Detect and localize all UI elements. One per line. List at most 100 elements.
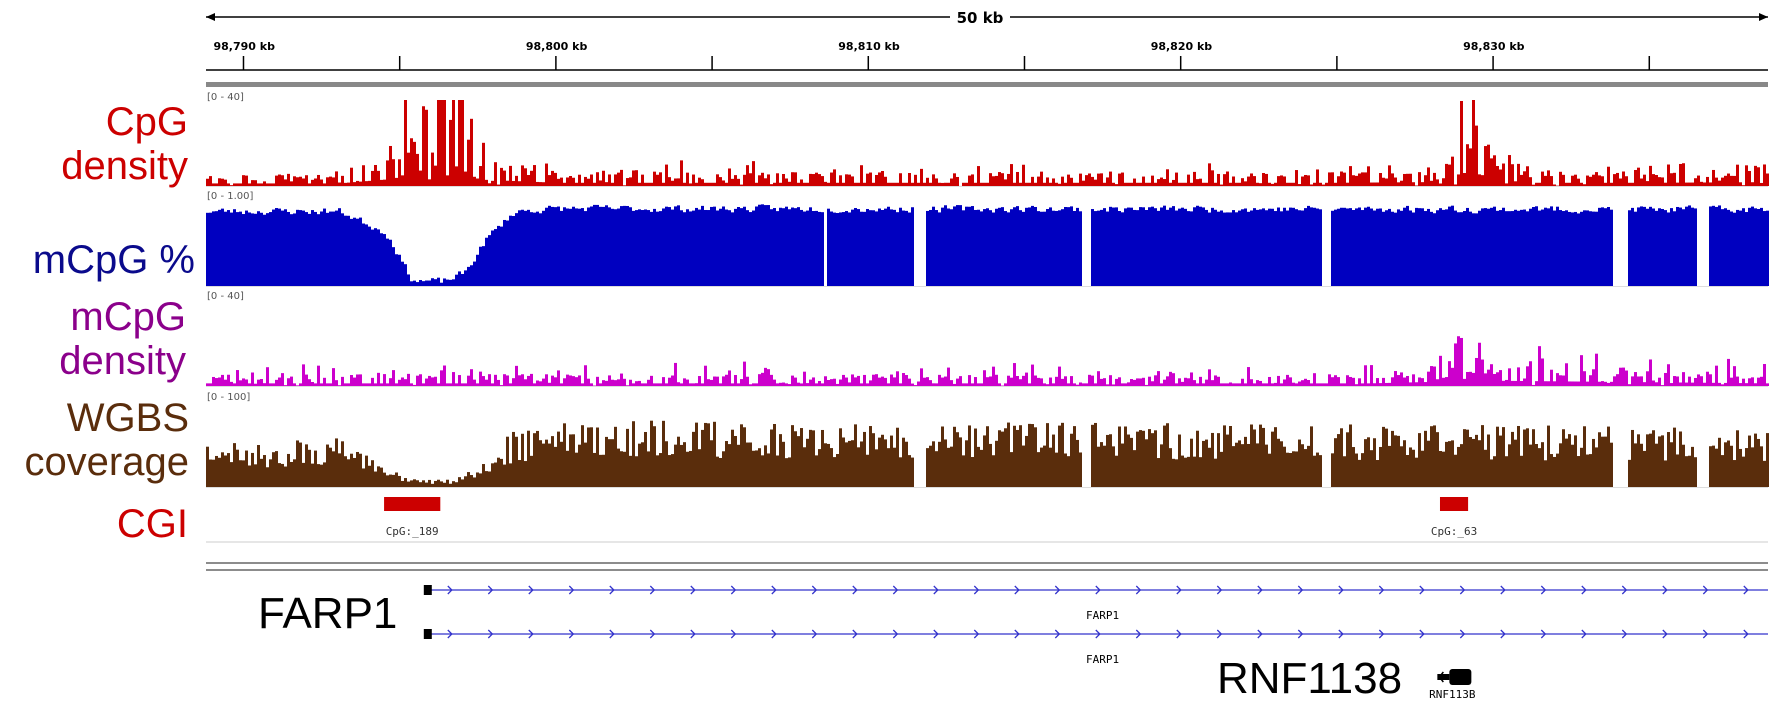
- wgbs-coverage-bar: [422, 480, 425, 487]
- cpg-density-bar: [395, 178, 398, 186]
- cpg-density-bar: [1664, 183, 1667, 186]
- mcpg-density-bar: [776, 383, 779, 386]
- mcpg-percent-bar: [335, 211, 338, 286]
- mcpg-density-bar: [1682, 372, 1685, 386]
- cpg-density-bar: [992, 176, 995, 186]
- mcpg-percent-bar: [422, 281, 425, 286]
- wgbs-coverage-bar: [1349, 424, 1352, 487]
- wgbs-coverage-bar: [269, 459, 272, 487]
- cpg-density-bar: [1508, 155, 1511, 186]
- wgbs-coverage-bar: [527, 431, 530, 487]
- cpg-density-bar: [257, 183, 260, 186]
- mcpg-percent-bar: [314, 212, 317, 286]
- mcpg-percent-bar: [1346, 208, 1349, 286]
- wgbs-coverage-bar: [338, 453, 341, 487]
- wgbs-coverage-bar: [1079, 452, 1082, 487]
- mcpg-density-bar: [1580, 355, 1583, 386]
- mcpg-density-bar: [1238, 383, 1241, 386]
- mcpg-density-bar: [1187, 378, 1190, 386]
- mcpg-percent-bar: [377, 229, 380, 286]
- mcpg-density-bar: [482, 376, 485, 386]
- cpg-density-bar: [1478, 174, 1481, 186]
- mcpg-percent-bar: [812, 211, 815, 286]
- wgbs-coverage-bar: [509, 463, 512, 487]
- mcpg-density-bar: [380, 383, 383, 386]
- mcpg-density-bar: [1610, 382, 1613, 386]
- cpg-density-bar: [353, 182, 356, 186]
- mcpg-percent-bar: [236, 212, 239, 286]
- mcpg-percent-bar: [845, 211, 848, 286]
- mcpg-density-bar: [890, 375, 893, 386]
- mcpg-percent-bar: [1115, 207, 1118, 286]
- mcpg-density-bar: [1688, 377, 1691, 386]
- mcpg-density-bar: [233, 383, 236, 386]
- mcpg-percent-bar: [1250, 211, 1253, 286]
- mcpg-percent-bar: [992, 213, 995, 286]
- wgbs-coverage-bar: [719, 458, 722, 487]
- wgbs-coverage-bar: [1283, 447, 1286, 487]
- mcpg-density-bar: [389, 378, 392, 386]
- cpg-density-bar: [512, 181, 515, 186]
- cpg-density-bar: [1694, 178, 1697, 186]
- cpg-density-bar: [1757, 167, 1760, 186]
- wgbs-coverage-bar: [416, 480, 419, 487]
- wgbs-coverage-bar: [1031, 424, 1034, 487]
- cpg-density-bar: [1691, 183, 1694, 186]
- wgbs-coverage-bar: [935, 451, 938, 487]
- wgbs-coverage-bar: [437, 480, 440, 487]
- mcpg-percent-bar: [380, 233, 383, 286]
- wgbs-coverage-bar: [827, 444, 830, 487]
- mcpg-percent-bar: [560, 211, 563, 286]
- mcpg-percent-bar: [263, 215, 266, 286]
- cpg-density-bar: [953, 173, 956, 186]
- mcpg-percent-bar: [1469, 212, 1472, 286]
- wgbs-coverage-bar: [440, 481, 443, 487]
- wgbs-coverage-bar: [1319, 455, 1322, 487]
- mcpg-density-bar: [1754, 383, 1757, 386]
- mcpg-percent-bar: [1532, 207, 1535, 286]
- mcpg-percent-bar: [1589, 211, 1592, 286]
- wgbs-coverage-bar: [1145, 439, 1148, 487]
- cpg-density-bar: [608, 174, 611, 186]
- mcpg-percent-bar: [674, 206, 677, 286]
- cpg-density-bar: [710, 183, 713, 186]
- mcpg-percent-bar: [1751, 207, 1754, 286]
- mcpg-density-bar: [1346, 375, 1349, 386]
- mcpg-density-bar: [455, 383, 458, 386]
- cpg-density-bar: [386, 160, 389, 186]
- wgbs-coverage-bar: [1631, 430, 1634, 487]
- cpg-density-bar: [1052, 178, 1055, 186]
- cpg-density-label-line-2: density: [61, 144, 188, 188]
- mcpg-percent-bar: [782, 208, 785, 286]
- cpg-density-bar: [635, 170, 638, 186]
- mcpg-density-bar: [1199, 377, 1202, 386]
- mcpg-density-bar: [824, 376, 827, 386]
- mcpg-percent-bar: [1121, 212, 1124, 286]
- mcpg-percent-bar: [1049, 207, 1052, 286]
- mcpg-density-bar: [800, 383, 803, 386]
- mcpg-percent-bar: [614, 209, 617, 286]
- wgbs-coverage-bar: [668, 455, 671, 487]
- mcpg-density-bar: [1430, 366, 1433, 386]
- wgbs-coverage-bar: [1136, 432, 1139, 487]
- mcpg-density-bar: [1529, 361, 1532, 386]
- cpg-density-bar: [1466, 144, 1469, 186]
- mcpg-density-bar: [1004, 383, 1007, 386]
- mcpg-density-bar: [929, 380, 932, 386]
- wgbs-coverage-bar: [644, 432, 647, 487]
- cpg-density-bar: [473, 177, 476, 186]
- wgbs-coverage-bar: [1751, 447, 1754, 487]
- cpg-density-bar: [956, 177, 959, 186]
- mcpg-density-bar: [461, 383, 464, 386]
- mcpg-density-bar: [239, 380, 242, 386]
- wgbs-coverage-bar: [413, 479, 416, 487]
- wgbs-coverage-bar: [626, 429, 629, 487]
- cpg-density-bar: [359, 182, 362, 186]
- mcpg-percent-bar: [1181, 208, 1184, 286]
- cpg-density-bar: [1622, 171, 1625, 186]
- mcpg-percent-bar: [1490, 208, 1493, 286]
- mcpg-density-bar: [1715, 366, 1718, 386]
- cpg-density-bar: [899, 173, 902, 186]
- mcpg-percent-bar: [770, 209, 773, 286]
- wgbs-coverage-bar: [407, 482, 410, 487]
